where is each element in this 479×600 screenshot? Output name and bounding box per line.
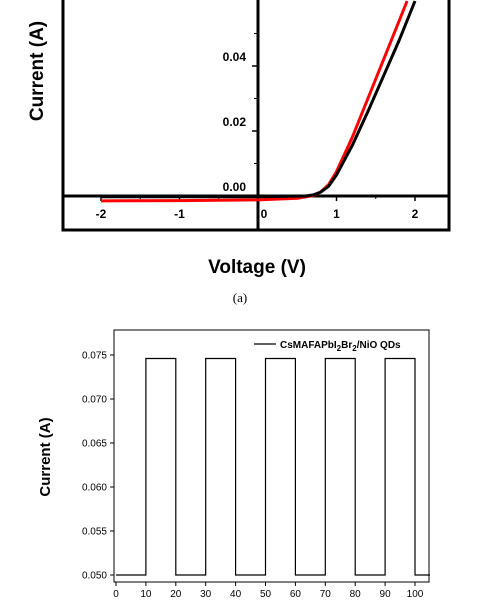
chart-a-x-tick-label: 0 [261,207,268,221]
chart-b-x-tick-label: 40 [230,589,242,600]
chart-b-y-tick-label: 0.075 [82,351,107,362]
chart-b-series [116,357,430,576]
chart-b-x-tick-label: 20 [170,589,182,600]
chart-b-x-tick-label: 10 [140,589,152,600]
legend-label-part-1: CsMAFAPbI [280,340,337,351]
chart-b-y-tick-label: 0.070 [82,395,107,406]
chart-b-x-tick-label: 80 [350,589,362,600]
chart-b-x-tick-label: 70 [320,589,332,600]
legend-label-sub-2: 2 [352,344,357,353]
chart-a-y-tick-label: 0.00 [223,180,247,194]
chart-b-x-tick-label: 90 [380,589,392,600]
chart-a-x-tick-label: -1 [174,207,185,221]
chart-b-frame [113,329,430,583]
chart-a-y-ticks: 0.00 0.02 0.04 [223,33,258,197]
chart-b-x-tick-label: 30 [200,589,212,600]
chart-b-series-line [116,357,430,576]
chart-b-x-ticks: 0 10 20 30 40 50 60 70 80 90 100 [113,582,424,600]
chart-b-y-tick-label: 0.060 [82,483,107,494]
chart-a-y-tick-label: 0.02 [223,115,247,129]
chart-a-x-tick-label: 2 [412,207,419,221]
chart-b-x-tick-label: 100 [407,589,424,600]
chart-b-x-tick-label: 60 [290,589,302,600]
chart-a-series [100,0,417,203]
chart-a-series-black-line [101,0,417,199]
legend-label-sub-1: 2 [337,344,342,353]
chart-a-frame [61,0,451,232]
chart-a-series-red-line [100,0,409,203]
chart-a-y-tick-label: 0.04 [223,50,247,64]
chart-b-x-tick-label: 0 [113,589,119,600]
chart-b-x-tick-label: 50 [260,589,272,600]
legend-label: CsMAFAPbI2Br2/NiO QDs [280,340,401,353]
chart-a-x-tick-label: -2 [96,207,107,221]
chart-a-x-label: Voltage (V) [208,257,306,278]
chart-b-y-tick-label: 0.050 [82,571,107,582]
chart-b-y-tick-label: 0.055 [82,527,107,538]
chart-a-x-tick-label: 1 [333,207,340,221]
chart-b-y-ticks: 0.050 0.055 0.060 0.065 0.070 0.075 [82,351,114,582]
chart-b-y-label: Current (A) [37,417,54,496]
chart-b: 0 10 20 30 40 50 60 70 80 90 100 0.0500.0550.0600.… [37,329,430,600]
chart-a-caption: (a) [233,290,247,305]
chart-a: -2 -1 0 1 2 0.00 0.02 0.04 Voltage (V) Current… [27,0,451,305]
chart-b-y-tick-label: 0.065 [82,439,107,450]
legend-label-part-2: Br [341,340,352,351]
legend-label-part-3: /NiO QDs [357,340,401,351]
chart-a-y-label: Current (A) [27,21,48,121]
chart-b-legend: CsMAFAPbI2Br2/NiO QDs [254,340,401,353]
